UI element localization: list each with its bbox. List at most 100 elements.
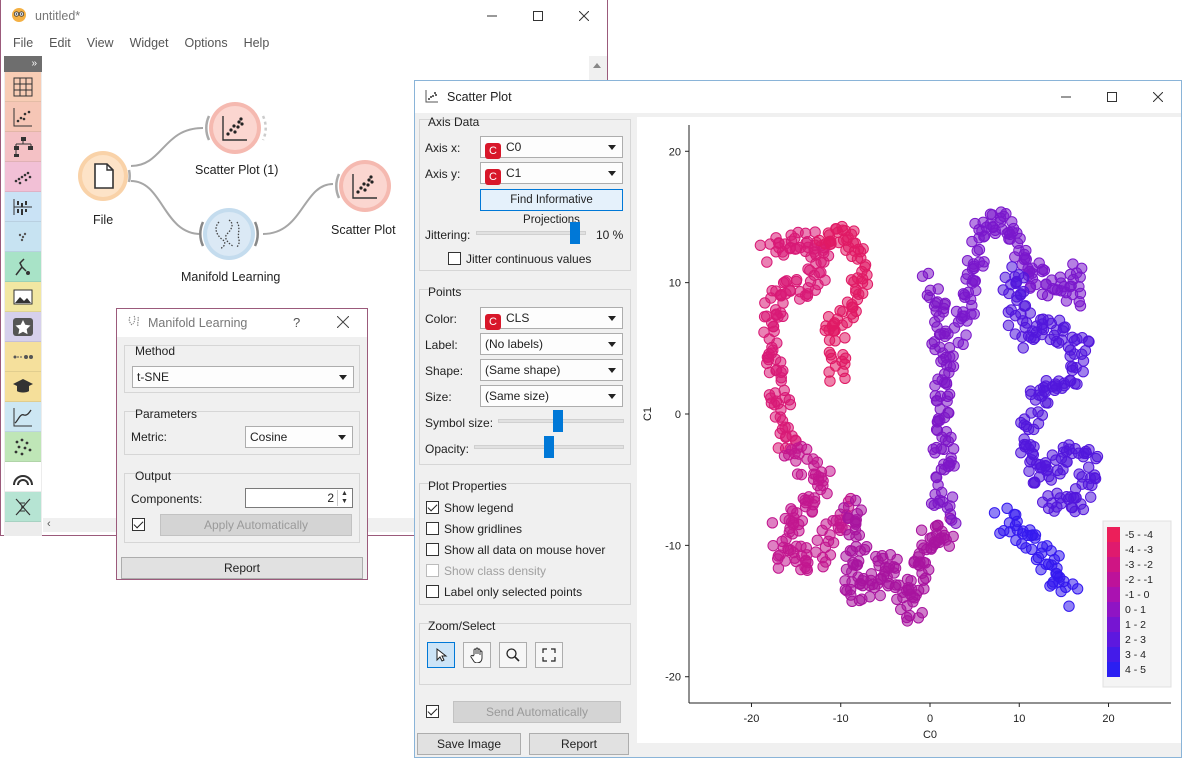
data-point[interactable] bbox=[958, 289, 971, 301]
data-point[interactable] bbox=[1006, 261, 1018, 273]
data-point[interactable] bbox=[941, 395, 953, 407]
jittering-slider-handle[interactable] bbox=[570, 222, 580, 244]
data-point[interactable] bbox=[1037, 496, 1049, 508]
find-informative-projections-button[interactable]: Find Informative Projections bbox=[480, 189, 623, 226]
data-point[interactable] bbox=[838, 502, 850, 514]
data-point[interactable] bbox=[767, 539, 779, 552]
data-point[interactable] bbox=[912, 558, 925, 571]
toolbox-category-6[interactable] bbox=[5, 252, 41, 282]
data-point[interactable] bbox=[1017, 342, 1029, 354]
data-point[interactable] bbox=[779, 512, 791, 525]
data-point[interactable] bbox=[1003, 287, 1015, 300]
data-point[interactable] bbox=[789, 243, 802, 255]
toolbox-category-13[interactable] bbox=[5, 462, 41, 492]
data-point[interactable] bbox=[1076, 478, 1088, 490]
toolbox-category-9[interactable] bbox=[5, 342, 41, 372]
data-point[interactable] bbox=[988, 507, 1001, 519]
toolbox-category-4[interactable] bbox=[5, 192, 41, 222]
data-point[interactable] bbox=[1045, 474, 1057, 486]
data-point[interactable] bbox=[1026, 447, 1038, 459]
data-point[interactable] bbox=[968, 275, 981, 288]
data-point[interactable] bbox=[779, 276, 791, 288]
toolbox-category-3[interactable] bbox=[5, 162, 41, 192]
pan-button[interactable] bbox=[463, 642, 491, 668]
data-point[interactable] bbox=[800, 542, 813, 554]
data-point[interactable] bbox=[944, 508, 957, 520]
data-point[interactable] bbox=[1073, 296, 1085, 308]
toolbox-category-12[interactable] bbox=[5, 432, 41, 462]
toolbox-toggle[interactable]: » bbox=[4, 56, 42, 72]
data-point[interactable] bbox=[1032, 406, 1044, 418]
data-point[interactable] bbox=[802, 263, 814, 275]
scatter-minimize-button[interactable] bbox=[1043, 81, 1089, 113]
close-button[interactable] bbox=[561, 0, 607, 32]
data-point[interactable] bbox=[793, 448, 805, 460]
data-point[interactable] bbox=[1030, 278, 1042, 291]
data-point[interactable] bbox=[915, 524, 928, 536]
data-point[interactable] bbox=[966, 263, 979, 275]
data-point[interactable] bbox=[1071, 583, 1084, 595]
data-point[interactable] bbox=[916, 607, 928, 619]
data-point[interactable] bbox=[891, 593, 903, 605]
toolbox-category-8[interactable] bbox=[5, 312, 41, 342]
data-point[interactable] bbox=[795, 468, 808, 481]
data-point[interactable] bbox=[1014, 289, 1027, 301]
size-select[interactable]: (Same size) bbox=[480, 385, 623, 407]
data-point[interactable] bbox=[825, 349, 837, 361]
data-point[interactable] bbox=[783, 526, 796, 538]
data-point[interactable] bbox=[947, 530, 959, 543]
menu-edit[interactable]: Edit bbox=[49, 36, 71, 50]
data-point[interactable] bbox=[839, 352, 852, 364]
data-point[interactable] bbox=[865, 568, 878, 580]
data-point[interactable] bbox=[969, 217, 981, 230]
data-point[interactable] bbox=[940, 378, 953, 390]
data-point[interactable] bbox=[783, 394, 796, 406]
data-point[interactable] bbox=[994, 216, 1007, 228]
data-point[interactable] bbox=[850, 283, 862, 295]
data-point[interactable] bbox=[788, 546, 800, 559]
label-select[interactable]: (No labels) bbox=[480, 333, 623, 355]
data-point[interactable] bbox=[1069, 378, 1081, 390]
data-point[interactable] bbox=[768, 325, 780, 338]
data-point[interactable] bbox=[1065, 491, 1077, 503]
toolbox-category-1[interactable] bbox=[5, 102, 41, 132]
toolbox-category-7[interactable] bbox=[5, 282, 41, 312]
zoom-button[interactable] bbox=[499, 642, 527, 668]
data-point[interactable] bbox=[759, 297, 771, 309]
data-point[interactable] bbox=[822, 535, 835, 547]
scatter-close-button[interactable] bbox=[1135, 81, 1181, 113]
data-point[interactable] bbox=[774, 549, 786, 561]
data-point[interactable] bbox=[984, 208, 997, 220]
data-point[interactable] bbox=[834, 518, 847, 530]
data-point[interactable] bbox=[1040, 558, 1052, 570]
data-point[interactable] bbox=[799, 497, 812, 509]
data-point[interactable] bbox=[761, 256, 773, 268]
data-point[interactable] bbox=[888, 561, 900, 573]
data-point[interactable] bbox=[916, 270, 929, 282]
data-point[interactable] bbox=[957, 306, 969, 318]
data-point[interactable] bbox=[1064, 281, 1076, 293]
data-point[interactable] bbox=[1068, 335, 1081, 347]
data-point[interactable] bbox=[1001, 502, 1013, 515]
toolbox-category-0[interactable] bbox=[5, 72, 41, 102]
scatter-chart[interactable]: -20 -10 0 10 20 20 10 0 -10 -20 C0 C1 -5 - -4 -4 - -3… bbox=[637, 117, 1181, 743]
data-point[interactable] bbox=[1054, 492, 1066, 504]
apply-automatically-button[interactable]: Apply Automatically bbox=[160, 514, 352, 536]
data-point[interactable] bbox=[935, 443, 947, 455]
data-point[interactable] bbox=[837, 365, 849, 378]
data-point[interactable] bbox=[1061, 456, 1073, 468]
show-legend-checkbox[interactable] bbox=[426, 501, 439, 514]
data-point[interactable] bbox=[1039, 457, 1052, 469]
method-select[interactable]: t-SNE bbox=[132, 366, 354, 388]
data-point[interactable] bbox=[952, 336, 965, 349]
components-spinbox[interactable]: 2 ▲ ▼ bbox=[245, 488, 353, 508]
data-point[interactable] bbox=[1085, 491, 1097, 503]
data-point[interactable] bbox=[933, 341, 946, 353]
data-point[interactable] bbox=[847, 311, 860, 324]
data-point[interactable] bbox=[772, 562, 785, 574]
data-point[interactable] bbox=[775, 288, 788, 301]
metric-select[interactable]: Cosine bbox=[245, 426, 353, 448]
data-point[interactable] bbox=[805, 251, 817, 263]
menu-view[interactable]: View bbox=[86, 36, 114, 50]
send-auto-checkbox[interactable] bbox=[426, 705, 439, 718]
